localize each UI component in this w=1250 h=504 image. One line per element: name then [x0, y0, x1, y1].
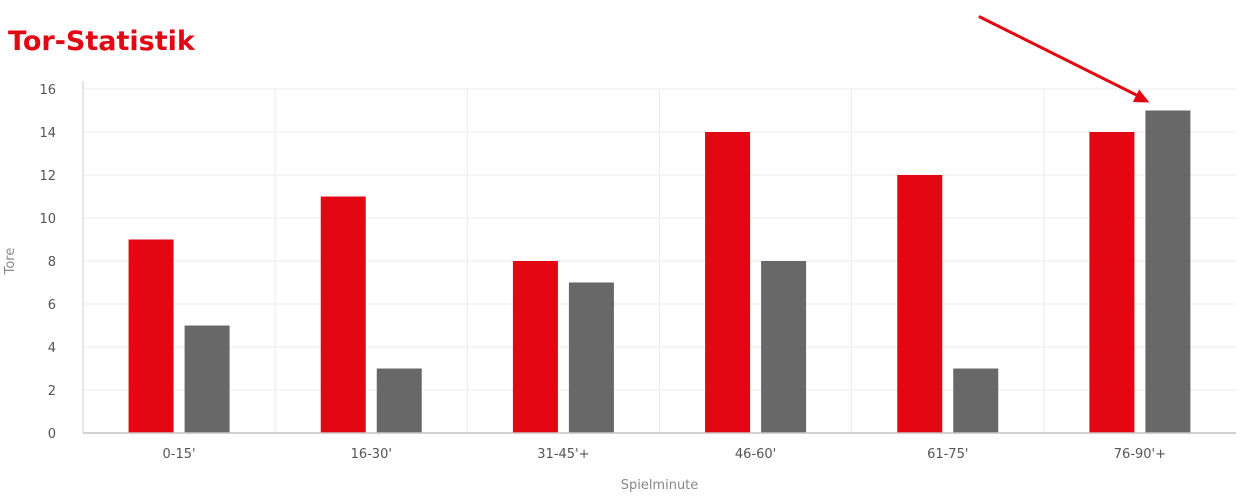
bar-series-1-0 — [128, 239, 174, 433]
label-layer: 0 2 4 6 8 10 12 14 16 0-15' 16-30' 31-45'+ 46-60' 61-… — [39, 83, 1166, 462]
y-axis-title: Tore — [3, 248, 18, 276]
bar-series-1-5 — [1089, 132, 1135, 433]
annotation-arrow — [978, 15, 1150, 103]
bars-layer — [128, 110, 1191, 433]
bar-series-2-3 — [761, 261, 807, 433]
bar-series-2-5 — [1145, 110, 1191, 433]
grid-layer — [83, 88, 1236, 433]
annotation-arrow-shaft — [978, 15, 1145, 100]
bar-series-1-4 — [897, 175, 943, 433]
axis-layer — [82, 81, 1236, 434]
x-tick-label: 31-45'+ — [537, 447, 589, 462]
x-tick-label: 76-90'+ — [1114, 447, 1166, 462]
y-tick-label: 8 — [48, 255, 56, 270]
chart-title: Tor-Statistik — [8, 26, 195, 57]
y-tick-label: 16 — [39, 83, 56, 98]
y-tick-label: 4 — [48, 341, 56, 356]
x-tick-label: 46-60' — [735, 447, 776, 462]
y-tick-label: 0 — [48, 427, 56, 442]
x-tick-label: 0-15' — [163, 447, 196, 462]
y-tick-label: 6 — [48, 298, 56, 313]
bar-series-1-3 — [705, 132, 751, 433]
bar-series-2-1 — [376, 368, 422, 433]
bar-series-1-1 — [320, 196, 366, 433]
y-tick-label: 2 — [48, 384, 56, 399]
x-axis-title: Spielminute — [621, 478, 699, 493]
bar-series-1-2 — [512, 261, 558, 433]
x-tick-label: 16-30' — [351, 447, 392, 462]
annotation-arrow-head — [1132, 89, 1150, 103]
y-tick-label: 12 — [39, 169, 56, 184]
bar-series-2-0 — [184, 325, 230, 433]
y-tick-label: 10 — [39, 212, 56, 227]
y-tick-label: 14 — [39, 126, 56, 141]
x-tick-label: 61-75' — [927, 447, 968, 462]
bar-series-2-2 — [568, 282, 614, 433]
bar-series-2-4 — [953, 368, 999, 433]
